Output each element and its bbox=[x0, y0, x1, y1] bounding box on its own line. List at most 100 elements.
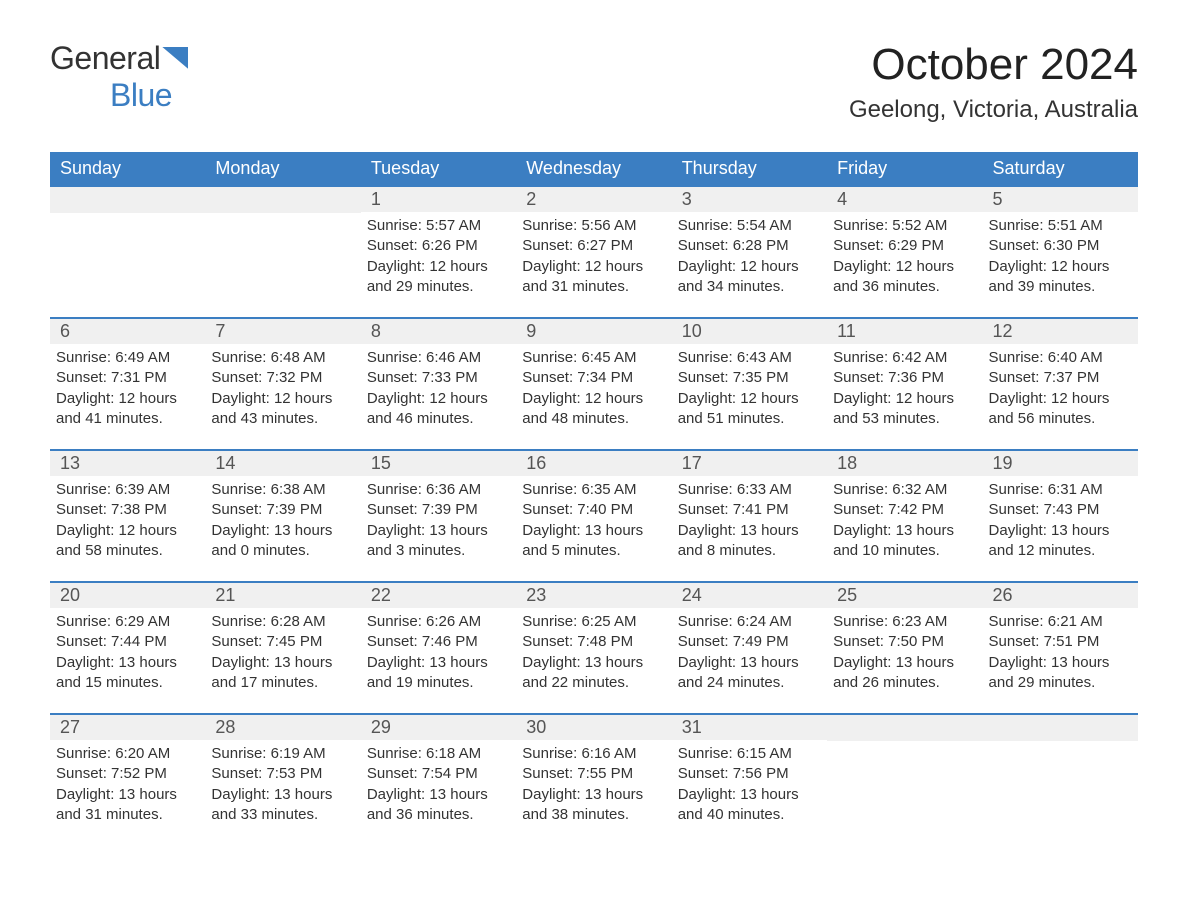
sunrise-text: Sunrise: 6:29 AM bbox=[56, 612, 205, 632]
day-data: Sunrise: 5:54 AMSunset: 6:28 PMDaylight:… bbox=[672, 212, 827, 297]
daylight-text-1: Daylight: 13 hours bbox=[833, 521, 982, 541]
day-number: 13 bbox=[50, 451, 205, 476]
day-data: Sunrise: 6:15 AMSunset: 7:56 PMDaylight:… bbox=[672, 740, 827, 825]
sunset-text: Sunset: 7:38 PM bbox=[56, 500, 205, 520]
sunset-text: Sunset: 7:43 PM bbox=[989, 500, 1138, 520]
daylight-text-1: Daylight: 12 hours bbox=[678, 257, 827, 277]
day-number: 25 bbox=[827, 583, 982, 608]
daylight-text-1: Daylight: 13 hours bbox=[211, 521, 360, 541]
sunset-text: Sunset: 7:55 PM bbox=[522, 764, 671, 784]
calendar-day-cell: 21Sunrise: 6:28 AMSunset: 7:45 PMDayligh… bbox=[205, 582, 360, 714]
daylight-text-1: Daylight: 13 hours bbox=[678, 521, 827, 541]
day-number: 6 bbox=[50, 319, 205, 344]
daylight-text-2: and 48 minutes. bbox=[522, 409, 671, 429]
calendar-day-cell: 30Sunrise: 6:16 AMSunset: 7:55 PMDayligh… bbox=[516, 714, 671, 846]
logo-general: General bbox=[50, 40, 160, 76]
day-number bbox=[983, 715, 1138, 741]
month-title: October 2024 bbox=[849, 40, 1138, 90]
calendar-day-cell: 29Sunrise: 6:18 AMSunset: 7:54 PMDayligh… bbox=[361, 714, 516, 846]
sunset-text: Sunset: 7:46 PM bbox=[367, 632, 516, 652]
calendar-day-cell: 28Sunrise: 6:19 AMSunset: 7:53 PMDayligh… bbox=[205, 714, 360, 846]
sunrise-text: Sunrise: 6:42 AM bbox=[833, 348, 982, 368]
day-number: 14 bbox=[205, 451, 360, 476]
day-number: 31 bbox=[672, 715, 827, 740]
calendar-day-cell: 25Sunrise: 6:23 AMSunset: 7:50 PMDayligh… bbox=[827, 582, 982, 714]
day-data: Sunrise: 6:40 AMSunset: 7:37 PMDaylight:… bbox=[983, 344, 1138, 429]
day-number: 18 bbox=[827, 451, 982, 476]
sunrise-text: Sunrise: 6:26 AM bbox=[367, 612, 516, 632]
sunrise-text: Sunrise: 6:43 AM bbox=[678, 348, 827, 368]
day-number: 4 bbox=[827, 187, 982, 212]
day-number: 11 bbox=[827, 319, 982, 344]
sunrise-text: Sunrise: 6:19 AM bbox=[211, 744, 360, 764]
calendar-day-cell: 26Sunrise: 6:21 AMSunset: 7:51 PMDayligh… bbox=[983, 582, 1138, 714]
daylight-text-2: and 19 minutes. bbox=[367, 673, 516, 693]
sunrise-text: Sunrise: 6:24 AM bbox=[678, 612, 827, 632]
daylight-text-1: Daylight: 12 hours bbox=[678, 389, 827, 409]
day-number: 23 bbox=[516, 583, 671, 608]
sunset-text: Sunset: 7:53 PM bbox=[211, 764, 360, 784]
calendar-day-cell: 6Sunrise: 6:49 AMSunset: 7:31 PMDaylight… bbox=[50, 318, 205, 450]
day-number: 15 bbox=[361, 451, 516, 476]
daylight-text-2: and 12 minutes. bbox=[989, 541, 1138, 561]
sunrise-text: Sunrise: 6:15 AM bbox=[678, 744, 827, 764]
daylight-text-2: and 15 minutes. bbox=[56, 673, 205, 693]
weekday-header: Saturday bbox=[983, 152, 1138, 186]
daylight-text-2: and 29 minutes. bbox=[367, 277, 516, 297]
sunset-text: Sunset: 7:41 PM bbox=[678, 500, 827, 520]
sunrise-text: Sunrise: 6:32 AM bbox=[833, 480, 982, 500]
calendar-day-cell: 9Sunrise: 6:45 AMSunset: 7:34 PMDaylight… bbox=[516, 318, 671, 450]
calendar-day-cell bbox=[983, 714, 1138, 846]
sunrise-text: Sunrise: 6:39 AM bbox=[56, 480, 205, 500]
sunset-text: Sunset: 7:33 PM bbox=[367, 368, 516, 388]
daylight-text-1: Daylight: 12 hours bbox=[833, 389, 982, 409]
sunset-text: Sunset: 6:30 PM bbox=[989, 236, 1138, 256]
daylight-text-1: Daylight: 13 hours bbox=[522, 521, 671, 541]
daylight-text-2: and 58 minutes. bbox=[56, 541, 205, 561]
sunrise-text: Sunrise: 6:49 AM bbox=[56, 348, 205, 368]
sunset-text: Sunset: 7:54 PM bbox=[367, 764, 516, 784]
daylight-text-1: Daylight: 13 hours bbox=[56, 785, 205, 805]
sunset-text: Sunset: 7:40 PM bbox=[522, 500, 671, 520]
calendar-table: Sunday Monday Tuesday Wednesday Thursday… bbox=[50, 152, 1138, 846]
sunset-text: Sunset: 7:39 PM bbox=[211, 500, 360, 520]
daylight-text-2: and 36 minutes. bbox=[833, 277, 982, 297]
daylight-text-1: Daylight: 13 hours bbox=[833, 653, 982, 673]
calendar-week-row: 6Sunrise: 6:49 AMSunset: 7:31 PMDaylight… bbox=[50, 318, 1138, 450]
day-data: Sunrise: 5:51 AMSunset: 6:30 PMDaylight:… bbox=[983, 212, 1138, 297]
sunset-text: Sunset: 7:48 PM bbox=[522, 632, 671, 652]
sunset-text: Sunset: 6:28 PM bbox=[678, 236, 827, 256]
calendar-day-cell: 24Sunrise: 6:24 AMSunset: 7:49 PMDayligh… bbox=[672, 582, 827, 714]
day-data: Sunrise: 6:23 AMSunset: 7:50 PMDaylight:… bbox=[827, 608, 982, 693]
day-data: Sunrise: 6:45 AMSunset: 7:34 PMDaylight:… bbox=[516, 344, 671, 429]
sunset-text: Sunset: 6:26 PM bbox=[367, 236, 516, 256]
sunset-text: Sunset: 7:32 PM bbox=[211, 368, 360, 388]
calendar-day-cell: 19Sunrise: 6:31 AMSunset: 7:43 PMDayligh… bbox=[983, 450, 1138, 582]
logo: General Blue bbox=[50, 40, 188, 114]
calendar-day-cell: 18Sunrise: 6:32 AMSunset: 7:42 PMDayligh… bbox=[827, 450, 982, 582]
calendar-week-row: 1Sunrise: 5:57 AMSunset: 6:26 PMDaylight… bbox=[50, 186, 1138, 318]
weekday-header: Monday bbox=[205, 152, 360, 186]
daylight-text-2: and 0 minutes. bbox=[211, 541, 360, 561]
daylight-text-1: Daylight: 12 hours bbox=[833, 257, 982, 277]
calendar-day-cell: 11Sunrise: 6:42 AMSunset: 7:36 PMDayligh… bbox=[827, 318, 982, 450]
day-number: 16 bbox=[516, 451, 671, 476]
day-number bbox=[50, 187, 205, 213]
sunrise-text: Sunrise: 6:46 AM bbox=[367, 348, 516, 368]
daylight-text-2: and 34 minutes. bbox=[678, 277, 827, 297]
day-number: 26 bbox=[983, 583, 1138, 608]
calendar-day-cell: 5Sunrise: 5:51 AMSunset: 6:30 PMDaylight… bbox=[983, 186, 1138, 318]
daylight-text-1: Daylight: 13 hours bbox=[989, 521, 1138, 541]
weekday-header: Tuesday bbox=[361, 152, 516, 186]
daylight-text-1: Daylight: 13 hours bbox=[678, 785, 827, 805]
sunrise-text: Sunrise: 6:36 AM bbox=[367, 480, 516, 500]
day-number: 3 bbox=[672, 187, 827, 212]
logo-blue: Blue bbox=[50, 77, 172, 113]
calendar-day-cell: 10Sunrise: 6:43 AMSunset: 7:35 PMDayligh… bbox=[672, 318, 827, 450]
calendar-day-cell: 23Sunrise: 6:25 AMSunset: 7:48 PMDayligh… bbox=[516, 582, 671, 714]
day-data: Sunrise: 6:29 AMSunset: 7:44 PMDaylight:… bbox=[50, 608, 205, 693]
daylight-text-1: Daylight: 12 hours bbox=[989, 389, 1138, 409]
calendar-day-cell bbox=[50, 186, 205, 318]
daylight-text-2: and 38 minutes. bbox=[522, 805, 671, 825]
calendar-day-cell: 22Sunrise: 6:26 AMSunset: 7:46 PMDayligh… bbox=[361, 582, 516, 714]
